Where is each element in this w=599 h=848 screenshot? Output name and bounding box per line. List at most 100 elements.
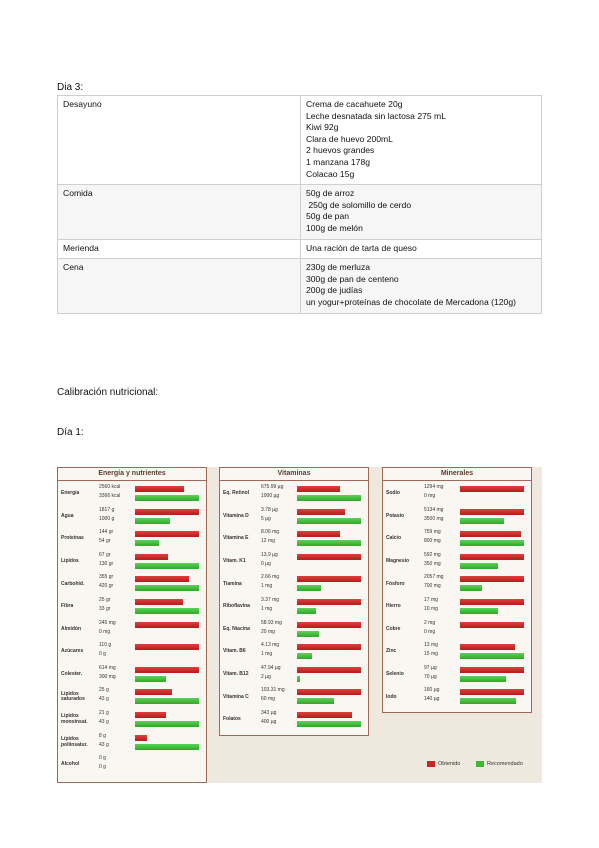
nutrient-name: Magnesio	[386, 558, 410, 564]
recommended-label: 0 g	[99, 764, 106, 771]
obtained-bar	[297, 689, 361, 696]
obtained-label: 1294 mg	[424, 484, 444, 490]
obtained-label: 13.9 µg	[261, 551, 278, 558]
meal-name: Desayuno	[57, 94, 301, 186]
recommended-label: 420 gr	[99, 583, 114, 590]
recommended-bar	[460, 653, 524, 660]
obtained-bar	[460, 644, 516, 651]
legend-swatch	[427, 761, 435, 767]
obtained-label: 355 gr	[99, 574, 114, 581]
recommended-bar	[297, 608, 316, 614]
obtained-bar	[297, 508, 346, 515]
meal-item: 300g de pan de centeno	[306, 273, 399, 284]
obtained-label: 2057 mg	[424, 574, 444, 581]
legend-swatch	[476, 761, 484, 767]
recommended-label: 0 g	[99, 651, 106, 658]
meal-item: Una ración de tarta de queso	[306, 242, 417, 253]
day-heading: Dia 3:	[57, 82, 84, 93]
obtained-label: 47.94 µg	[261, 664, 281, 671]
nutrient-name: Vitam. B6	[223, 648, 246, 655]
recommended-label: 1000 µg	[261, 493, 280, 499]
meal-item: 200g de judías	[306, 285, 363, 296]
meal-item: 50g de pan	[306, 211, 350, 222]
recommended-label: 33 gr	[99, 606, 111, 612]
obtained-label: 592 mg	[424, 551, 441, 558]
obtained-bar	[135, 553, 168, 560]
nutrient-name: Iodo	[386, 693, 397, 700]
obtained-bar	[297, 599, 361, 605]
recommended-bar	[135, 517, 171, 524]
meal-row: Cena 230g de merluza 300g de pan de centen…	[57, 258, 542, 314]
obtained-bar	[297, 621, 361, 628]
nutrient-name: Vitam. B12	[223, 671, 249, 677]
nutrient-name: Calcio	[386, 535, 402, 542]
meal-item: 250g de solomillo de cerdo	[306, 199, 412, 210]
obtained-label: 2 mg	[424, 619, 436, 626]
recommended-bar	[297, 698, 335, 705]
nutrient-name: Tiamina	[223, 580, 242, 587]
nutrient-name: Zinc	[386, 648, 397, 655]
day-heading: Día 1:	[57, 427, 84, 438]
recommended-label: 700 mg	[424, 583, 441, 590]
obtained-label: 245 mg	[99, 619, 116, 626]
obtained-bar	[297, 644, 361, 651]
obtained-bar	[460, 666, 524, 673]
recommended-bar	[460, 608, 498, 614]
obtained-label: 2.66 mg	[261, 574, 280, 581]
recommended-label: 1 mg	[261, 651, 273, 658]
recommended-label: 350 mg	[424, 560, 441, 567]
obtained-label: 17 mg	[424, 597, 438, 603]
recommended-bar	[135, 608, 199, 614]
obtained-bar	[297, 531, 340, 538]
nutrient-name: Sodio	[386, 490, 400, 497]
recommended-bar	[135, 721, 199, 727]
obtained-label: 5134 mg	[424, 506, 444, 513]
recommended-bar	[297, 630, 319, 637]
legend-label: Obtenido	[438, 761, 461, 767]
section-heading: Calibración nutricional:	[57, 387, 159, 398]
recommended-label: 1000 g	[99, 515, 115, 522]
recommended-bar	[135, 675, 167, 682]
recommended-bar	[135, 540, 159, 547]
meal-item: Crema de cacahuete 20g	[306, 99, 403, 109]
recommended-label: 0 µg	[261, 560, 271, 567]
panel: Minerales Sodio 1294 mg 0 mg Potasio 5134 mg 3…	[382, 467, 532, 713]
recommended-bar	[297, 495, 361, 501]
obtained-label: 3.78 µg	[261, 506, 278, 513]
obtained-label: 58.93 mg	[261, 619, 282, 626]
recommended-label: 400 µg	[261, 719, 277, 725]
meal-name: Merienda	[57, 238, 301, 260]
nutrient-name: Selenio	[386, 671, 404, 677]
obtained-bar	[135, 644, 199, 651]
meal-row: Desayuno Crema de cacahuete 20g Leche desn…	[57, 94, 542, 186]
nutrient-name: Almidón	[61, 625, 81, 632]
obtained-bar	[460, 508, 524, 515]
obtained-bar	[135, 734, 147, 741]
recommended-label: 70 µg	[424, 673, 437, 680]
obtained-label: 25 g	[99, 687, 109, 694]
panel-title: Minerales	[383, 468, 531, 481]
obtained-bar	[135, 689, 173, 696]
recommended-label: 15 mg	[424, 651, 438, 658]
nutrient-name: Fósforo	[386, 580, 405, 587]
recommended-bar	[297, 540, 361, 547]
obtained-label: 8.06 mg	[261, 529, 280, 536]
nutrient-name: Fibra	[61, 603, 74, 610]
recommended-label: 0 mg	[424, 493, 436, 499]
nutrient-name: Riboflavina	[223, 603, 250, 610]
recommended-label: 1 mg	[261, 583, 273, 590]
recommended-bar	[460, 585, 482, 592]
nutrient-name: Azúcares	[61, 648, 84, 655]
recommended-label: 5 µg	[261, 515, 271, 522]
obtained-label: 4.13 mg	[261, 642, 280, 649]
panel-title: Vitaminas	[220, 468, 368, 481]
nutrient-name: Vitamina D	[223, 512, 249, 519]
meal-item: un yogur+proteínas de chocolate de Merca…	[306, 296, 516, 307]
nutrient-name: Potasio	[386, 512, 405, 519]
nutrient-name: Hierro	[386, 603, 401, 610]
meal-name: Comida	[57, 184, 301, 240]
meal-item: Kiwi 92g	[306, 122, 339, 133]
obtained-bar	[135, 712, 167, 718]
recommended-bar	[297, 653, 313, 660]
recommended-bar	[135, 698, 199, 705]
